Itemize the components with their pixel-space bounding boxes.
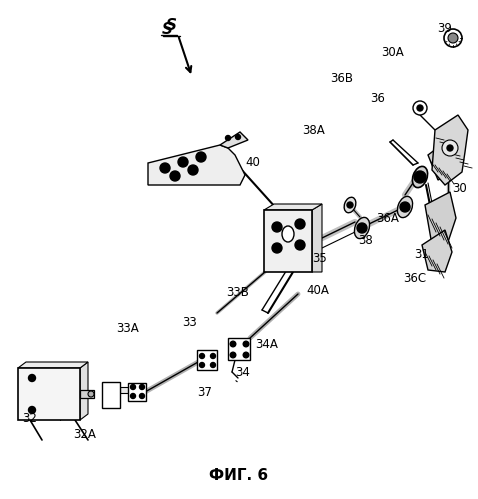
Text: 33B: 33B [227, 285, 250, 298]
Circle shape [295, 240, 305, 250]
Circle shape [357, 223, 367, 233]
Circle shape [295, 219, 305, 229]
Circle shape [140, 394, 144, 399]
Polygon shape [220, 132, 248, 148]
Polygon shape [428, 140, 455, 180]
Text: 30A: 30A [381, 45, 404, 58]
Circle shape [130, 385, 135, 390]
Circle shape [210, 353, 216, 358]
Circle shape [140, 385, 144, 390]
Text: 37: 37 [197, 386, 212, 399]
Circle shape [236, 135, 240, 140]
Ellipse shape [344, 197, 356, 213]
Polygon shape [264, 204, 322, 210]
Text: S: S [166, 18, 177, 33]
Circle shape [196, 152, 206, 162]
Circle shape [230, 341, 236, 347]
Bar [128, 383, 146, 401]
Polygon shape [18, 362, 88, 368]
Polygon shape [312, 204, 322, 272]
Ellipse shape [413, 166, 428, 188]
Polygon shape [80, 362, 88, 420]
Bar [264, 210, 312, 272]
Circle shape [448, 33, 458, 43]
Circle shape [444, 29, 462, 47]
Circle shape [130, 394, 135, 399]
Circle shape [230, 352, 236, 358]
Circle shape [160, 163, 170, 173]
Circle shape [88, 391, 94, 397]
Text: 33A: 33A [117, 321, 140, 334]
Circle shape [243, 341, 249, 347]
Circle shape [272, 243, 282, 253]
Text: S: S [162, 21, 173, 36]
Text: 34A: 34A [256, 338, 279, 351]
Bar [18, 368, 80, 420]
Circle shape [29, 375, 35, 382]
Circle shape [400, 202, 410, 212]
Circle shape [210, 362, 216, 367]
Circle shape [413, 101, 427, 115]
Circle shape [170, 171, 180, 181]
Text: 32: 32 [22, 412, 37, 425]
Text: 32A: 32A [74, 429, 97, 442]
Bar [80, 390, 94, 398]
Circle shape [414, 171, 426, 183]
Text: 31: 31 [414, 249, 429, 261]
Bar [120, 387, 145, 393]
Text: 36C: 36C [403, 271, 426, 284]
Text: 36A: 36A [377, 212, 400, 225]
Text: 34: 34 [236, 366, 250, 380]
Polygon shape [425, 192, 456, 245]
Ellipse shape [397, 197, 413, 218]
Text: 38A: 38A [303, 123, 326, 137]
Text: 36B: 36B [330, 71, 354, 84]
Bar [228, 338, 250, 360]
Circle shape [29, 407, 35, 414]
Circle shape [442, 140, 458, 156]
Polygon shape [422, 230, 452, 272]
Bar [102, 382, 120, 408]
Text: 40A: 40A [306, 283, 329, 296]
Text: 35: 35 [313, 251, 327, 264]
Text: 33: 33 [183, 316, 197, 329]
Circle shape [226, 136, 230, 141]
Polygon shape [148, 145, 245, 185]
Text: 38: 38 [358, 234, 373, 247]
Text: ФИГ. 6: ФИГ. 6 [209, 468, 269, 483]
Ellipse shape [354, 218, 369, 239]
Ellipse shape [282, 226, 294, 242]
Circle shape [447, 145, 453, 151]
Polygon shape [432, 115, 468, 185]
Circle shape [243, 352, 249, 358]
Circle shape [188, 165, 198, 175]
Circle shape [199, 362, 205, 367]
Text: 39: 39 [437, 21, 453, 34]
Circle shape [347, 202, 353, 208]
Text: 36: 36 [370, 91, 385, 104]
Circle shape [178, 157, 188, 167]
Circle shape [417, 105, 423, 111]
Circle shape [272, 222, 282, 232]
Text: 30: 30 [453, 182, 467, 195]
Text: 40: 40 [246, 156, 261, 169]
Circle shape [199, 353, 205, 358]
Bar [197, 350, 217, 370]
